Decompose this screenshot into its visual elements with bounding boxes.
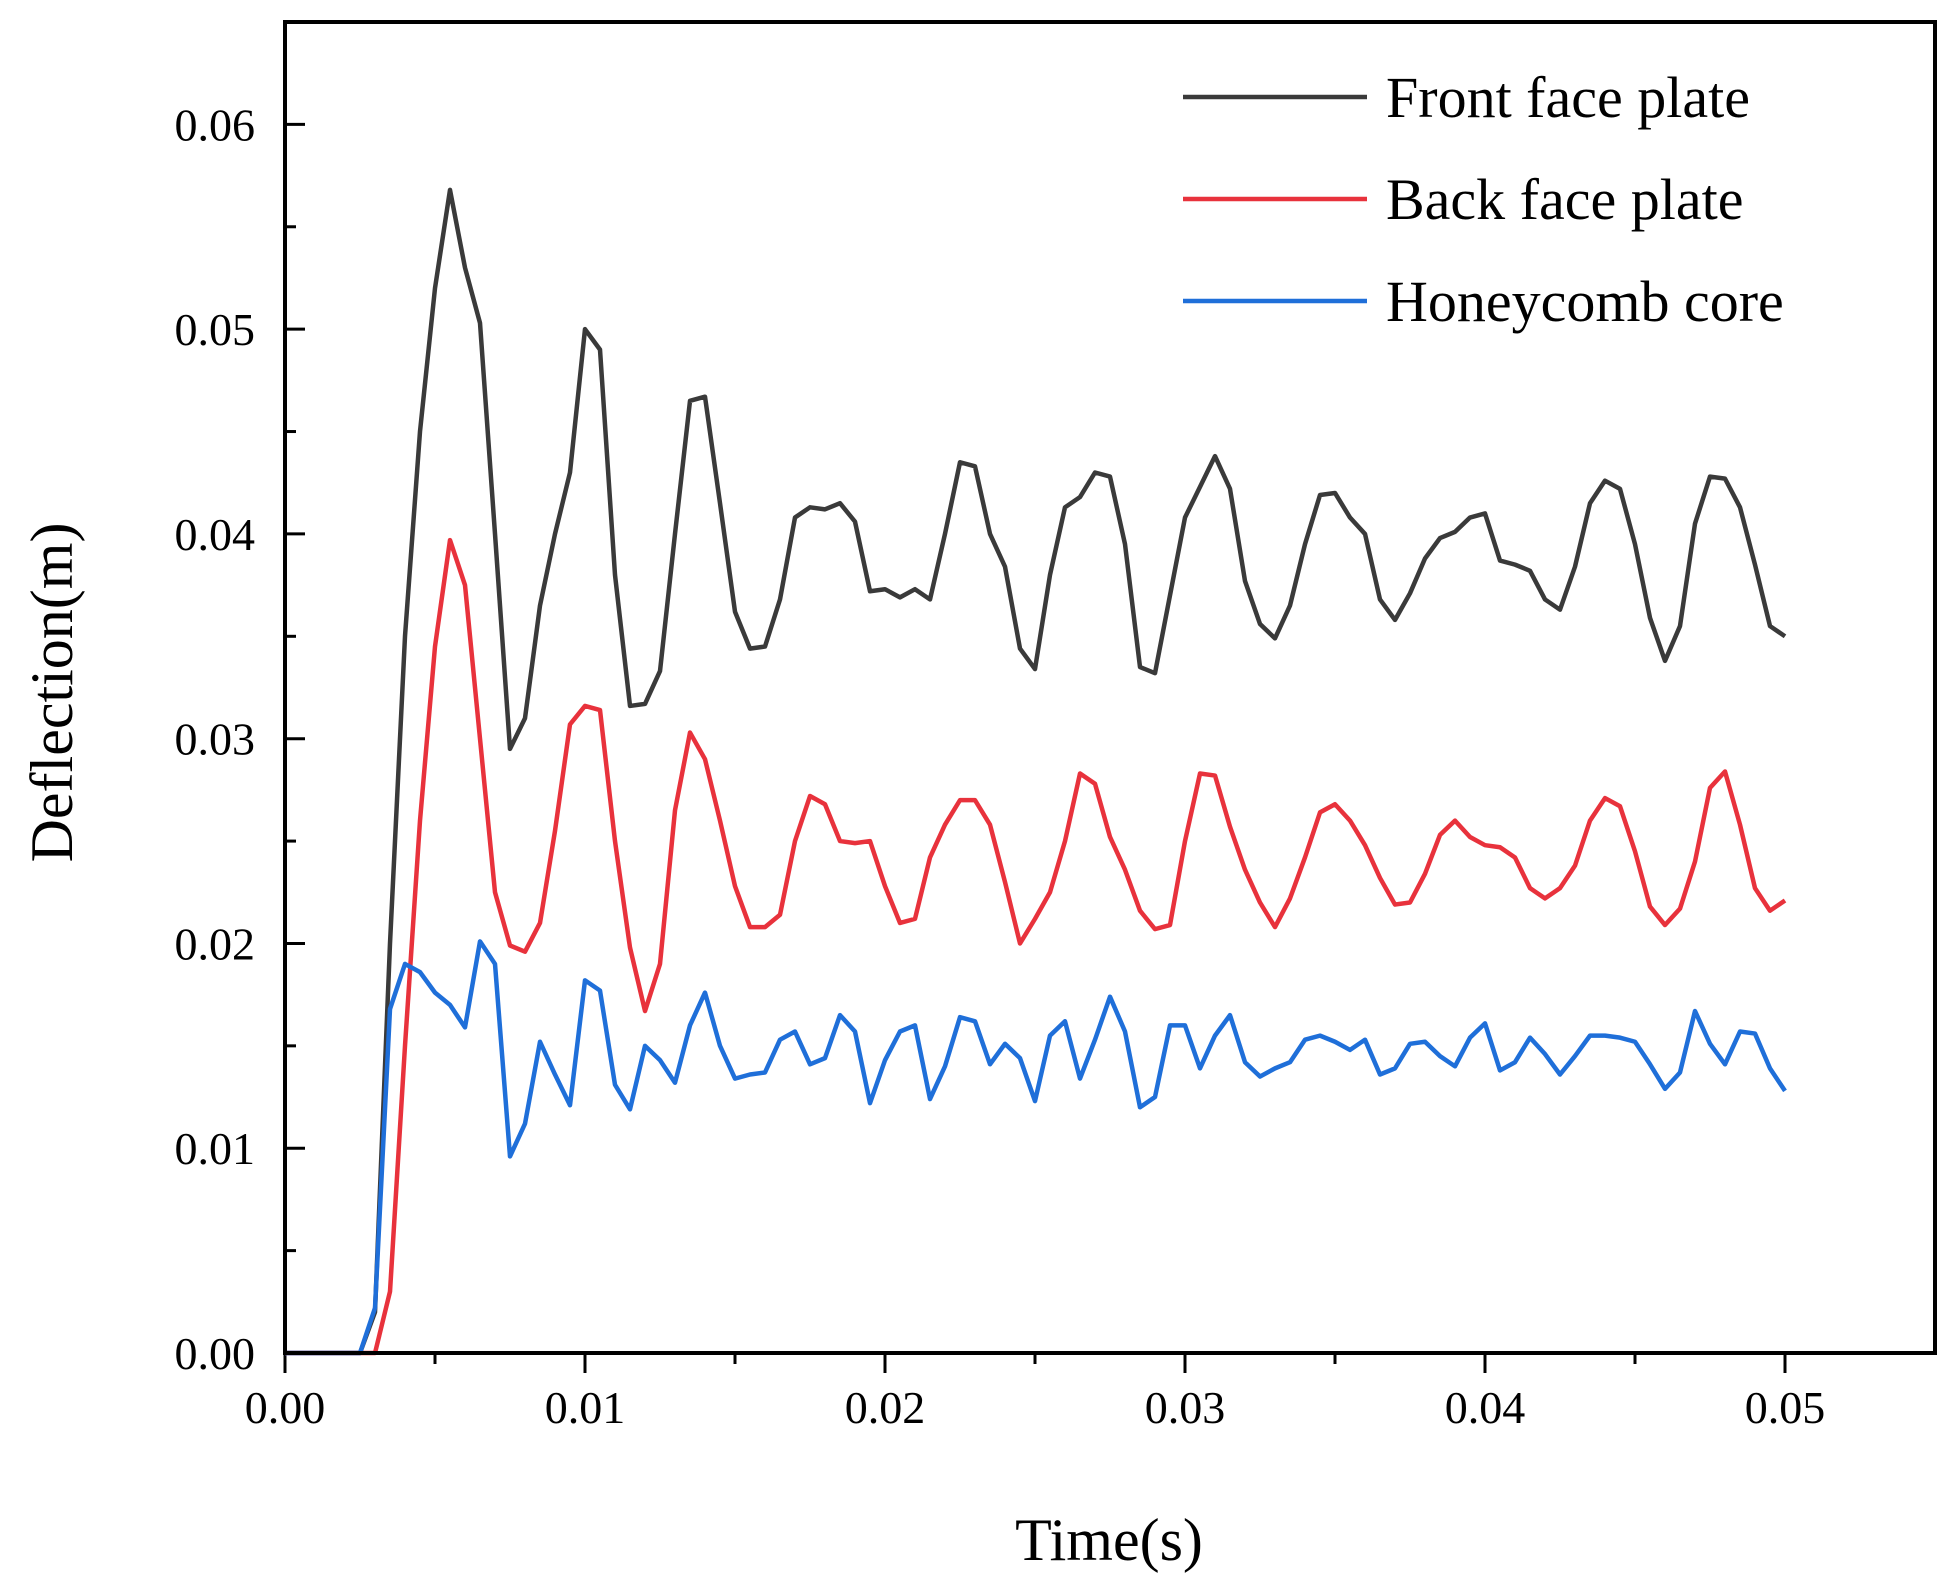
series-line-front-face-plate	[285, 187, 1787, 1356]
legend-label-honeycomb-core: Honeycomb core	[1386, 269, 1784, 334]
y-tick-label: 0.04	[175, 509, 256, 560]
x-axis-title: Time(s)	[1015, 1507, 1203, 1573]
x-tick-label: 0.03	[1145, 1382, 1226, 1433]
plot-frame	[283, 20, 1937, 1355]
x-tick-label: 0.01	[545, 1382, 626, 1433]
y-axis-title: Deflection(m)	[19, 523, 85, 863]
y-tick-label: 0.03	[175, 714, 256, 765]
y-tick-label: 0.05	[175, 304, 256, 355]
y-tick-label: 0.00	[175, 1328, 256, 1379]
series-line-back-face-plate	[285, 537, 1787, 1356]
y-tick-label: 0.06	[175, 99, 256, 150]
legend: Front face plate Back face plate Honeycomb…	[1183, 65, 1784, 334]
x-tick-label: 0.05	[1745, 1382, 1826, 1433]
legend-label-front-face-plate: Front face plate	[1386, 65, 1750, 130]
series-lines	[285, 187, 1787, 1356]
series-line-honeycomb-core	[285, 939, 1787, 1356]
x-tick-label: 0.02	[845, 1382, 926, 1433]
y-tick-label: 0.01	[175, 1123, 256, 1174]
tick-labels: 0.00 0.01 0.02 0.03 0.04 0.05 0.00 0.01 0.02 0.03…	[175, 99, 1826, 1433]
x-tick-label: 0.00	[245, 1382, 326, 1433]
y-tick-label: 0.02	[175, 918, 256, 969]
x-tick-label: 0.04	[1445, 1382, 1526, 1433]
legend-label-back-face-plate: Back face plate	[1386, 167, 1743, 232]
